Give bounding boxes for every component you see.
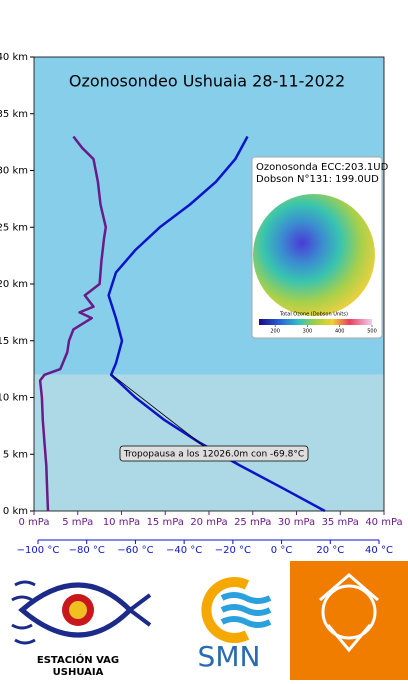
colorbar-tick-label: 200 (270, 329, 280, 335)
y-tick-label: 15 km (0, 336, 28, 347)
x2-tick-label: 0 °C (271, 545, 293, 556)
y-tick-label: 30 km (0, 166, 28, 177)
tail (128, 593, 152, 627)
orange-box (290, 561, 408, 680)
x-tick-label: 10 mPa (103, 517, 140, 528)
x-tick-label: 25 mPa (234, 517, 271, 528)
x2-tick-label: −100 °C (17, 545, 60, 556)
troposphere-bg (34, 374, 384, 511)
annotation-box (119, 445, 309, 462)
x-tick-label: 0 mPa (19, 517, 50, 528)
x-tick-label: 20 mPa (190, 517, 227, 528)
annotation-arrow (111, 374, 206, 448)
x-tick-label: 40 mPa (365, 517, 402, 528)
inset: Ozonosonda ECC:203.1UD Dobson N°131: 199… (251, 156, 389, 339)
y-tick-label: 40 km (0, 52, 28, 63)
colorbar (259, 319, 372, 325)
x2-tick-label: −40 °C (166, 545, 202, 556)
y-tick-label: 10 km (0, 393, 28, 404)
x2-tick-label: 20 °C (316, 545, 344, 556)
y-tick-label: 5 km (3, 449, 28, 460)
y-tick-label: 35 km (0, 109, 28, 120)
x-tick-label: 35 mPa (322, 517, 359, 528)
colorbar-title: Total Ozone (Dobson Units) (279, 312, 348, 318)
ozone-map (253, 194, 375, 316)
profile-line (38, 135, 108, 512)
chart-title: Ozonosondeo Ushuaia 28-11-2022 (69, 72, 345, 91)
x2-tick-label: −20 °C (215, 545, 251, 556)
waves (220, 592, 272, 628)
x-tick-label: 5 mPa (62, 517, 93, 528)
inset-text: Dobson N°131: 199.0UD (256, 174, 379, 185)
vag-text: ESTACIÓN VAG (37, 653, 119, 666)
colorbar-tick-label: 300 (303, 329, 313, 335)
sun-arc (201, 577, 250, 643)
x-tick-label: 30 mPa (278, 517, 315, 528)
smn-text: SMN (198, 640, 261, 673)
y-tick-label: 25 km (0, 222, 28, 233)
province-logo (290, 561, 408, 680)
x2-tick-label: −60 °C (117, 545, 153, 556)
colorbar-tick-label: 400 (335, 329, 345, 335)
shield-ornament (319, 573, 379, 653)
x2-tick-label: −80 °C (69, 545, 105, 556)
shield (321, 584, 377, 640)
inset-text: Ozonosonda ECC:203.1UD (256, 162, 389, 173)
rays (11, 580, 36, 645)
pupil (69, 601, 87, 619)
colorbar-tick-label: 500 (367, 329, 377, 335)
smn-logo: SMN (198, 577, 272, 673)
y-tick-label: 0 km (3, 506, 28, 517)
x2-tick-label: 40 °C (365, 545, 393, 556)
vag-text: USHUAIA (53, 667, 104, 678)
vag-logo: ESTACIÓN VAG USHUAIA (11, 580, 152, 678)
x-tick-label: 15 mPa (147, 517, 184, 528)
annotation-text: Tropopausa a los 12026.0m con -69.8°C (123, 450, 304, 460)
y-tick-label: 20 km (0, 279, 28, 290)
